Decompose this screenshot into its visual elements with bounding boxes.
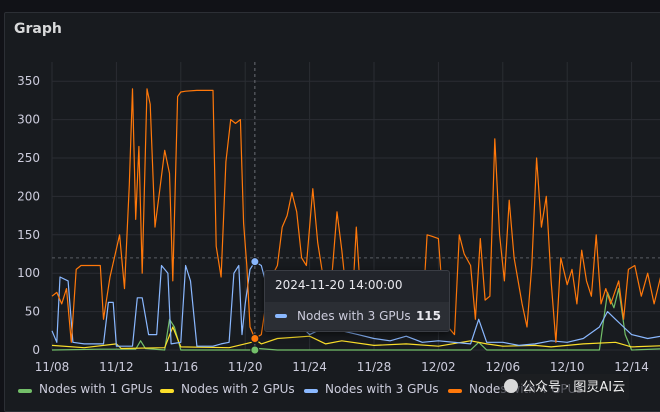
hover-point	[250, 333, 260, 343]
y-tick-label: 0	[32, 343, 40, 357]
watermark: 公众号 · 图灵AI云	[500, 374, 630, 400]
x-tick-label: 12/02	[421, 360, 456, 372]
panel-title: Graph	[14, 21, 62, 37]
x-tick-label: 12/10	[550, 360, 585, 372]
x-tick-label: 12/14	[614, 360, 649, 372]
x-tick-label: 11/16	[164, 360, 199, 372]
x-tick-label: 11/24	[292, 360, 327, 372]
x-tick-label: 11/28	[357, 360, 392, 372]
wechat-icon	[504, 379, 518, 393]
legend-swatch	[304, 389, 318, 393]
hover-tooltip: 2024-11-20 14:00:00 Nodes with 3 GPUs 11…	[264, 270, 450, 332]
y-tick-label: 50	[25, 305, 40, 319]
series-line-2gpu	[51, 326, 660, 350]
hover-point	[250, 257, 260, 267]
series-line-1gpu	[51, 288, 660, 351]
x-tick-label: 12/06	[486, 360, 521, 372]
legend-swatch	[160, 389, 174, 393]
legend-label: Nodes with 2 GPUs	[181, 382, 295, 396]
x-tick-label: 11/08	[35, 360, 70, 372]
watermark-text: 公众号 · 图灵AI云	[522, 380, 626, 395]
tooltip-time: 2024-11-20 14:00:00	[275, 278, 403, 292]
hover-point	[250, 345, 260, 355]
legend-swatch	[18, 389, 32, 393]
graph-panel	[4, 12, 660, 412]
y-tick-label: 250	[17, 151, 40, 165]
legend-label: Nodes with 1 GPUs	[39, 382, 153, 396]
tooltip-series-name: Nodes with 3 GPUs	[297, 309, 411, 323]
tooltip-series-color	[275, 314, 287, 318]
x-tick-label: 11/20	[228, 360, 263, 372]
tooltip-row: Nodes with 3 GPUs 115	[265, 302, 449, 330]
y-tick-label: 150	[17, 228, 40, 242]
x-tick-label: 11/12	[99, 360, 134, 372]
legend-label: Nodes with 3 GPUs	[325, 382, 439, 396]
y-tick-label: 300	[17, 113, 40, 127]
legend-swatch	[448, 389, 462, 393]
y-tick-label: 100	[17, 266, 40, 280]
tooltip-series-value: 115	[415, 309, 441, 323]
y-tick-label: 200	[17, 189, 40, 203]
y-tick-label: 350	[17, 74, 40, 88]
